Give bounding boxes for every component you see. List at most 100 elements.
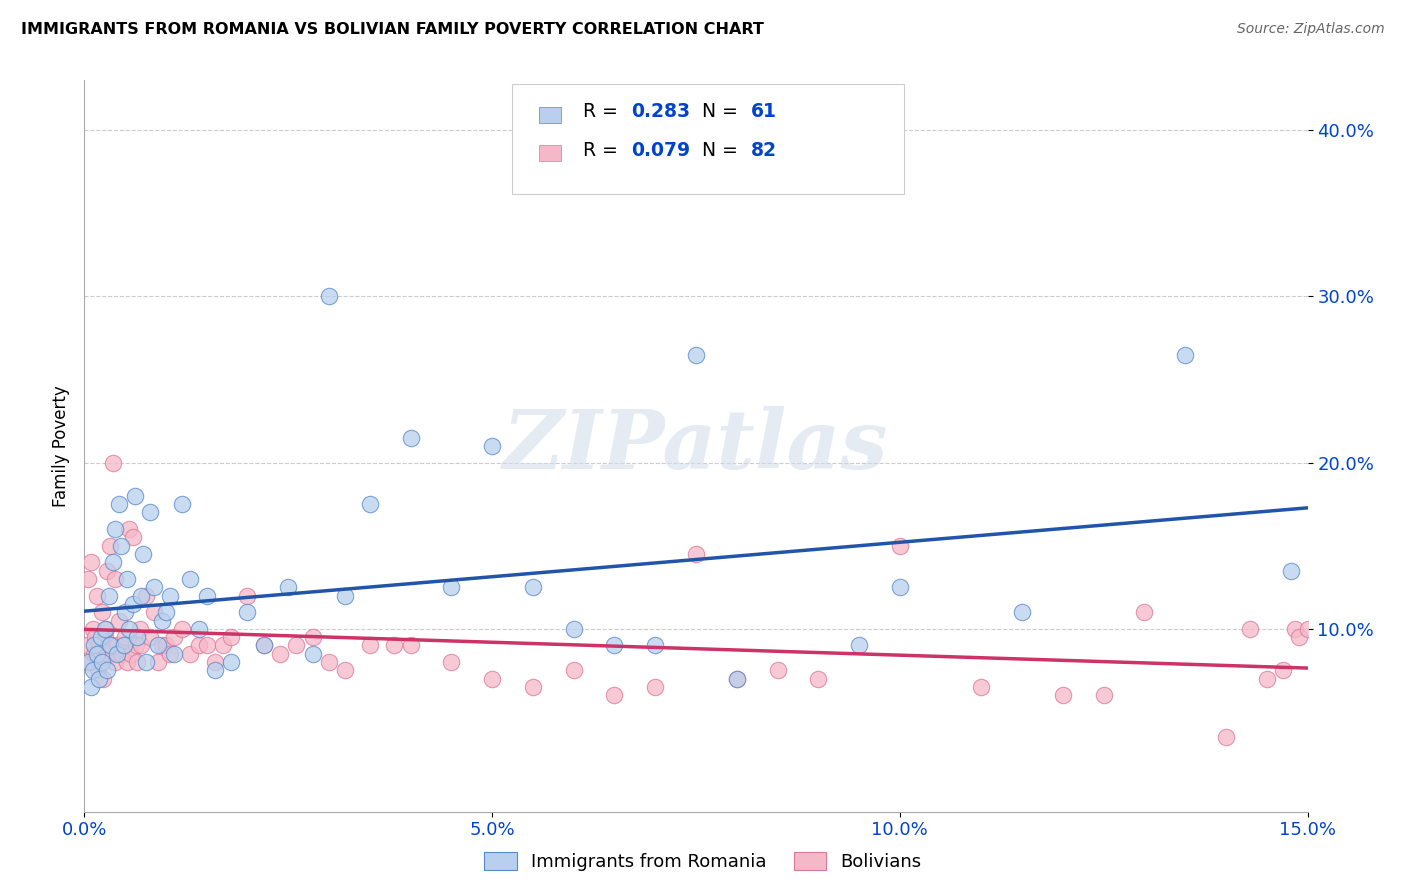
- Text: 82: 82: [751, 141, 778, 160]
- Point: [100, 639, 122, 653]
- Point: [83, 639, 105, 653]
- Point: [96, 564, 118, 578]
- Point: [87, 639, 110, 653]
- Point: [142, 580, 165, 594]
- Point: [1133, 605, 1156, 619]
- Point: [155, 639, 177, 653]
- Point: [101, 555, 124, 569]
- Point: [122, 597, 145, 611]
- Point: [562, 664, 585, 678]
- Point: [86, 647, 108, 661]
- Point: [120, 647, 142, 661]
- Point: [82, 622, 104, 636]
- Point: [128, 622, 150, 636]
- Point: [138, 506, 160, 520]
- Point: [685, 547, 707, 561]
- Point: [219, 655, 242, 669]
- FancyBboxPatch shape: [540, 107, 561, 123]
- Point: [481, 439, 503, 453]
- Point: [93, 622, 115, 636]
- Point: [127, 630, 149, 644]
- Point: [159, 647, 181, 661]
- Point: [195, 589, 218, 603]
- Point: [481, 672, 503, 686]
- Point: [522, 680, 544, 694]
- Point: [105, 639, 128, 653]
- Text: IMMIGRANTS FROM ROMANIA VS BOLIVIAN FAMILY POVERTY CORRELATION CHART: IMMIGRANTS FROM ROMANIA VS BOLIVIAN FAMI…: [21, 22, 763, 37]
- Point: [135, 655, 157, 669]
- Point: [104, 572, 127, 586]
- Point: [80, 680, 103, 694]
- Point: [114, 605, 136, 619]
- Point: [105, 647, 128, 661]
- Point: [107, 614, 129, 628]
- Point: [644, 680, 666, 694]
- Point: [970, 680, 993, 694]
- Point: [150, 614, 173, 628]
- Point: [122, 530, 145, 544]
- Point: [889, 580, 911, 594]
- Point: [253, 639, 276, 653]
- Point: [115, 655, 138, 669]
- Point: [115, 572, 138, 586]
- Point: [1052, 689, 1074, 703]
- Point: [382, 639, 405, 653]
- Point: [77, 572, 100, 586]
- Point: [301, 647, 323, 661]
- Point: [132, 547, 155, 561]
- Point: [100, 539, 122, 553]
- Text: Source: ZipAtlas.com: Source: ZipAtlas.com: [1237, 22, 1385, 37]
- Point: [150, 639, 173, 653]
- Point: [111, 639, 134, 653]
- Point: [644, 639, 666, 653]
- Point: [97, 589, 120, 603]
- Point: [76, 639, 98, 653]
- Point: [96, 664, 118, 678]
- Point: [335, 664, 357, 678]
- Point: [603, 689, 626, 703]
- Point: [142, 605, 165, 619]
- Point: [1279, 564, 1302, 578]
- Point: [253, 639, 276, 653]
- Point: [87, 672, 110, 686]
- Point: [318, 655, 340, 669]
- Point: [172, 497, 194, 511]
- Point: [766, 664, 789, 678]
- Point: [603, 639, 626, 653]
- Point: [399, 431, 422, 445]
- Point: [172, 622, 194, 636]
- Point: [522, 580, 544, 594]
- Point: [135, 589, 157, 603]
- Point: [163, 647, 186, 661]
- Point: [159, 589, 181, 603]
- Point: [84, 630, 107, 644]
- Point: [359, 639, 381, 653]
- Point: [1256, 672, 1278, 686]
- Point: [440, 655, 463, 669]
- Point: [269, 647, 291, 661]
- Point: [138, 630, 160, 644]
- Point: [127, 655, 149, 669]
- Point: [187, 639, 209, 653]
- Point: [93, 630, 115, 644]
- Point: [1092, 689, 1115, 703]
- Point: [725, 672, 748, 686]
- Point: [1272, 664, 1295, 678]
- Point: [155, 605, 177, 619]
- Text: 0.283: 0.283: [631, 103, 690, 121]
- Point: [1288, 630, 1310, 644]
- Point: [685, 347, 707, 362]
- Point: [79, 655, 101, 669]
- Point: [90, 655, 112, 669]
- Point: [179, 572, 201, 586]
- FancyBboxPatch shape: [540, 145, 561, 161]
- Point: [103, 655, 125, 669]
- Point: [110, 647, 132, 661]
- Point: [440, 580, 463, 594]
- Point: [1215, 730, 1237, 744]
- Point: [1239, 622, 1261, 636]
- Point: [114, 630, 136, 644]
- Point: [100, 639, 122, 653]
- Point: [112, 639, 135, 653]
- Point: [124, 489, 146, 503]
